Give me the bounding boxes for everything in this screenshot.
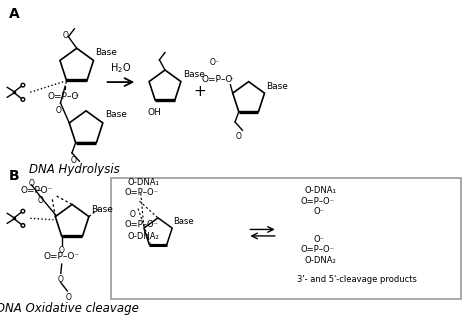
Text: O⁻: O⁻: [314, 235, 325, 244]
Text: O⁻: O⁻: [314, 207, 325, 216]
Text: ⁻: ⁻: [74, 93, 78, 102]
Text: O: O: [58, 275, 64, 284]
Text: Base: Base: [183, 70, 205, 79]
Polygon shape: [55, 205, 89, 236]
Text: ⁻: ⁻: [229, 75, 233, 84]
Text: DNA Hydrolysis: DNA Hydrolysis: [29, 163, 120, 176]
Text: Base: Base: [91, 205, 113, 214]
Text: O=P–O⁻: O=P–O⁻: [124, 188, 158, 197]
Polygon shape: [149, 70, 181, 100]
Polygon shape: [144, 218, 172, 245]
Text: 3'- and 5'-cleavage products: 3'- and 5'-cleavage products: [297, 274, 417, 284]
Text: O: O: [129, 210, 136, 219]
Text: O: O: [71, 156, 76, 165]
Text: O⁻: O⁻: [209, 58, 219, 67]
Text: –O⁻: –O⁻: [36, 186, 53, 196]
Text: OH: OH: [148, 108, 162, 117]
Text: Base: Base: [105, 110, 127, 119]
Text: O=P: O=P: [21, 186, 41, 196]
Text: H$_2$O: H$_2$O: [110, 61, 131, 75]
Text: O=P–O⁻: O=P–O⁻: [301, 245, 335, 254]
Text: Base: Base: [266, 82, 288, 91]
Text: O: O: [63, 31, 68, 40]
Text: O-DNA₁: O-DNA₁: [304, 186, 336, 196]
Text: O-DNA₁: O-DNA₁: [128, 178, 160, 187]
Text: B: B: [9, 169, 19, 183]
Text: Base: Base: [173, 217, 194, 226]
Text: +: +: [193, 84, 206, 99]
Polygon shape: [60, 48, 93, 80]
FancyBboxPatch shape: [110, 177, 461, 299]
Text: O: O: [236, 132, 242, 141]
Text: DNA Oxidative cleavage: DNA Oxidative cleavage: [0, 302, 139, 315]
Text: O-DNA₂: O-DNA₂: [128, 232, 160, 241]
Text: O: O: [29, 179, 35, 188]
Text: O: O: [55, 106, 61, 115]
Polygon shape: [69, 111, 103, 143]
Polygon shape: [233, 82, 264, 112]
Text: O: O: [65, 293, 71, 302]
Text: O=P–O⁻: O=P–O⁻: [43, 252, 79, 261]
Text: O=P–O: O=P–O: [201, 75, 232, 84]
Text: A: A: [9, 7, 19, 21]
Text: Base: Base: [95, 48, 117, 57]
Text: O=P–O⁻: O=P–O⁻: [301, 197, 335, 206]
Text: O: O: [38, 196, 44, 205]
Text: O: O: [59, 247, 64, 256]
Text: O=P–O: O=P–O: [48, 92, 79, 101]
Text: O=P–O⁻: O=P–O⁻: [124, 220, 158, 229]
Text: O-DNA₂: O-DNA₂: [304, 256, 336, 264]
